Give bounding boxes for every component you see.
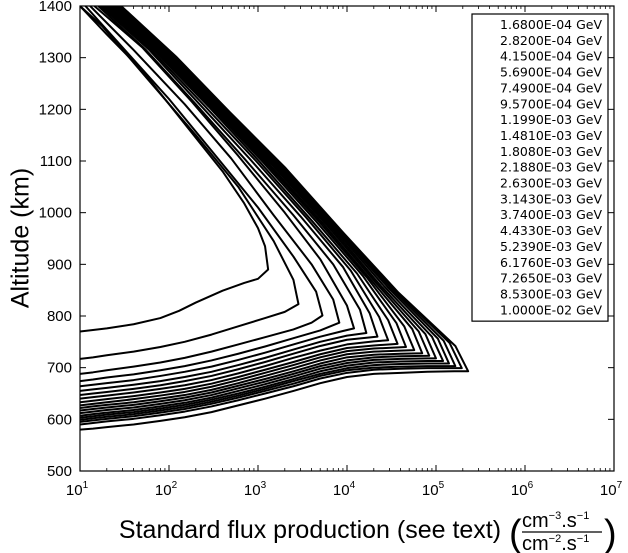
x-axis-units: ( cm−3.s−1 cm−2.s−1 ) — [509, 510, 617, 553]
legend-entry: 5.6900E-04 GeV — [500, 65, 602, 80]
x-tick-label: 102 — [155, 480, 178, 499]
units-numerator: cm−3.s−1 — [522, 510, 589, 532]
legend-entry: 1.6800E-04 GeV — [500, 17, 602, 32]
y-tick-label: 900 — [47, 256, 72, 273]
series-line-13 — [80, 6, 431, 415]
y-tick-label: 1300 — [39, 50, 72, 67]
series-line-4 — [80, 6, 341, 383]
series-line-11 — [80, 6, 416, 409]
units-close-paren: ) — [604, 513, 617, 553]
y-tick-label: 1000 — [39, 205, 72, 222]
y-tick-label: 1100 — [40, 153, 72, 170]
y-tick-label: 800 — [47, 308, 72, 325]
legend-entry: 3.7400E-03 GeV — [500, 207, 602, 222]
x-tick-label: 103 — [244, 480, 267, 499]
series-line-14 — [80, 6, 437, 417]
series-line-16 — [80, 6, 451, 421]
legend-entry: 3.1430E-03 GeV — [500, 191, 602, 206]
legend-entry: 2.8200E-04 GeV — [500, 33, 602, 48]
y-tick-label: 1400 — [39, 0, 72, 15]
series-line-19 — [80, 6, 470, 431]
units-denominator: cm−2.s−1 — [522, 533, 589, 553]
legend-box — [471, 13, 609, 322]
legend-entry: 5.2390E-03 GeV — [500, 239, 602, 254]
x-tick-label: 104 — [333, 480, 356, 499]
legend-entry: 4.4330E-03 GeV — [500, 223, 602, 238]
legend-entry: 1.1990E-03 GeV — [500, 112, 602, 127]
units-open-paren: ( — [509, 513, 522, 553]
tick-layer: 101 102 103 104 105 106 107 500 600 700 800 900 1000… — [39, 0, 623, 499]
x-tick-label: 105 — [422, 480, 445, 499]
legend-entry: 2.6300E-03 GeV — [500, 176, 602, 191]
series-line-2 — [80, 6, 300, 360]
series-line-17 — [80, 6, 457, 423]
y-tick-label: 600 — [47, 411, 72, 428]
legend-entry: 1.4810E-03 GeV — [500, 128, 602, 143]
series-line-9 — [80, 6, 399, 404]
x-tick-label: 107 — [600, 480, 623, 499]
series-layer — [80, 6, 470, 431]
series-line-10 — [80, 6, 407, 407]
series-line-6 — [80, 6, 368, 392]
legend-entry: 9.5700E-04 GeV — [500, 96, 602, 111]
series-line-3 — [80, 6, 324, 375]
legend-entry: 1.8080E-03 GeV — [500, 144, 602, 159]
y-tick-label: 500 — [47, 463, 72, 480]
series-line-12 — [80, 6, 424, 412]
legend-entry: 6.1760E-03 GeV — [500, 255, 602, 270]
x-axis-label: Standard flux production (see text) — [119, 516, 501, 544]
legend-entry: 2.1880E-03 GeV — [500, 160, 602, 175]
legend-entry: 4.1500E-04 GeV — [500, 49, 602, 64]
series-line-8 — [80, 6, 390, 400]
y-axis-label: Altitude (km) — [7, 168, 35, 308]
y-tick-label: 1200 — [39, 101, 72, 118]
series-line-7 — [80, 6, 379, 397]
series-line-5 — [80, 6, 356, 388]
x-tick-label: 106 — [511, 480, 534, 499]
legend-entry: 7.2650E-03 GeV — [500, 271, 602, 286]
legend-entry: 1.0000E-02 GeV — [500, 302, 602, 317]
x-tick-label: 101 — [66, 480, 89, 499]
y-tick-label: 700 — [47, 360, 72, 377]
series-line-15 — [80, 6, 445, 419]
legend-entry: 7.4900E-04 GeV — [500, 80, 602, 95]
legend-entry: 8.5300E-03 GeV — [500, 286, 602, 301]
